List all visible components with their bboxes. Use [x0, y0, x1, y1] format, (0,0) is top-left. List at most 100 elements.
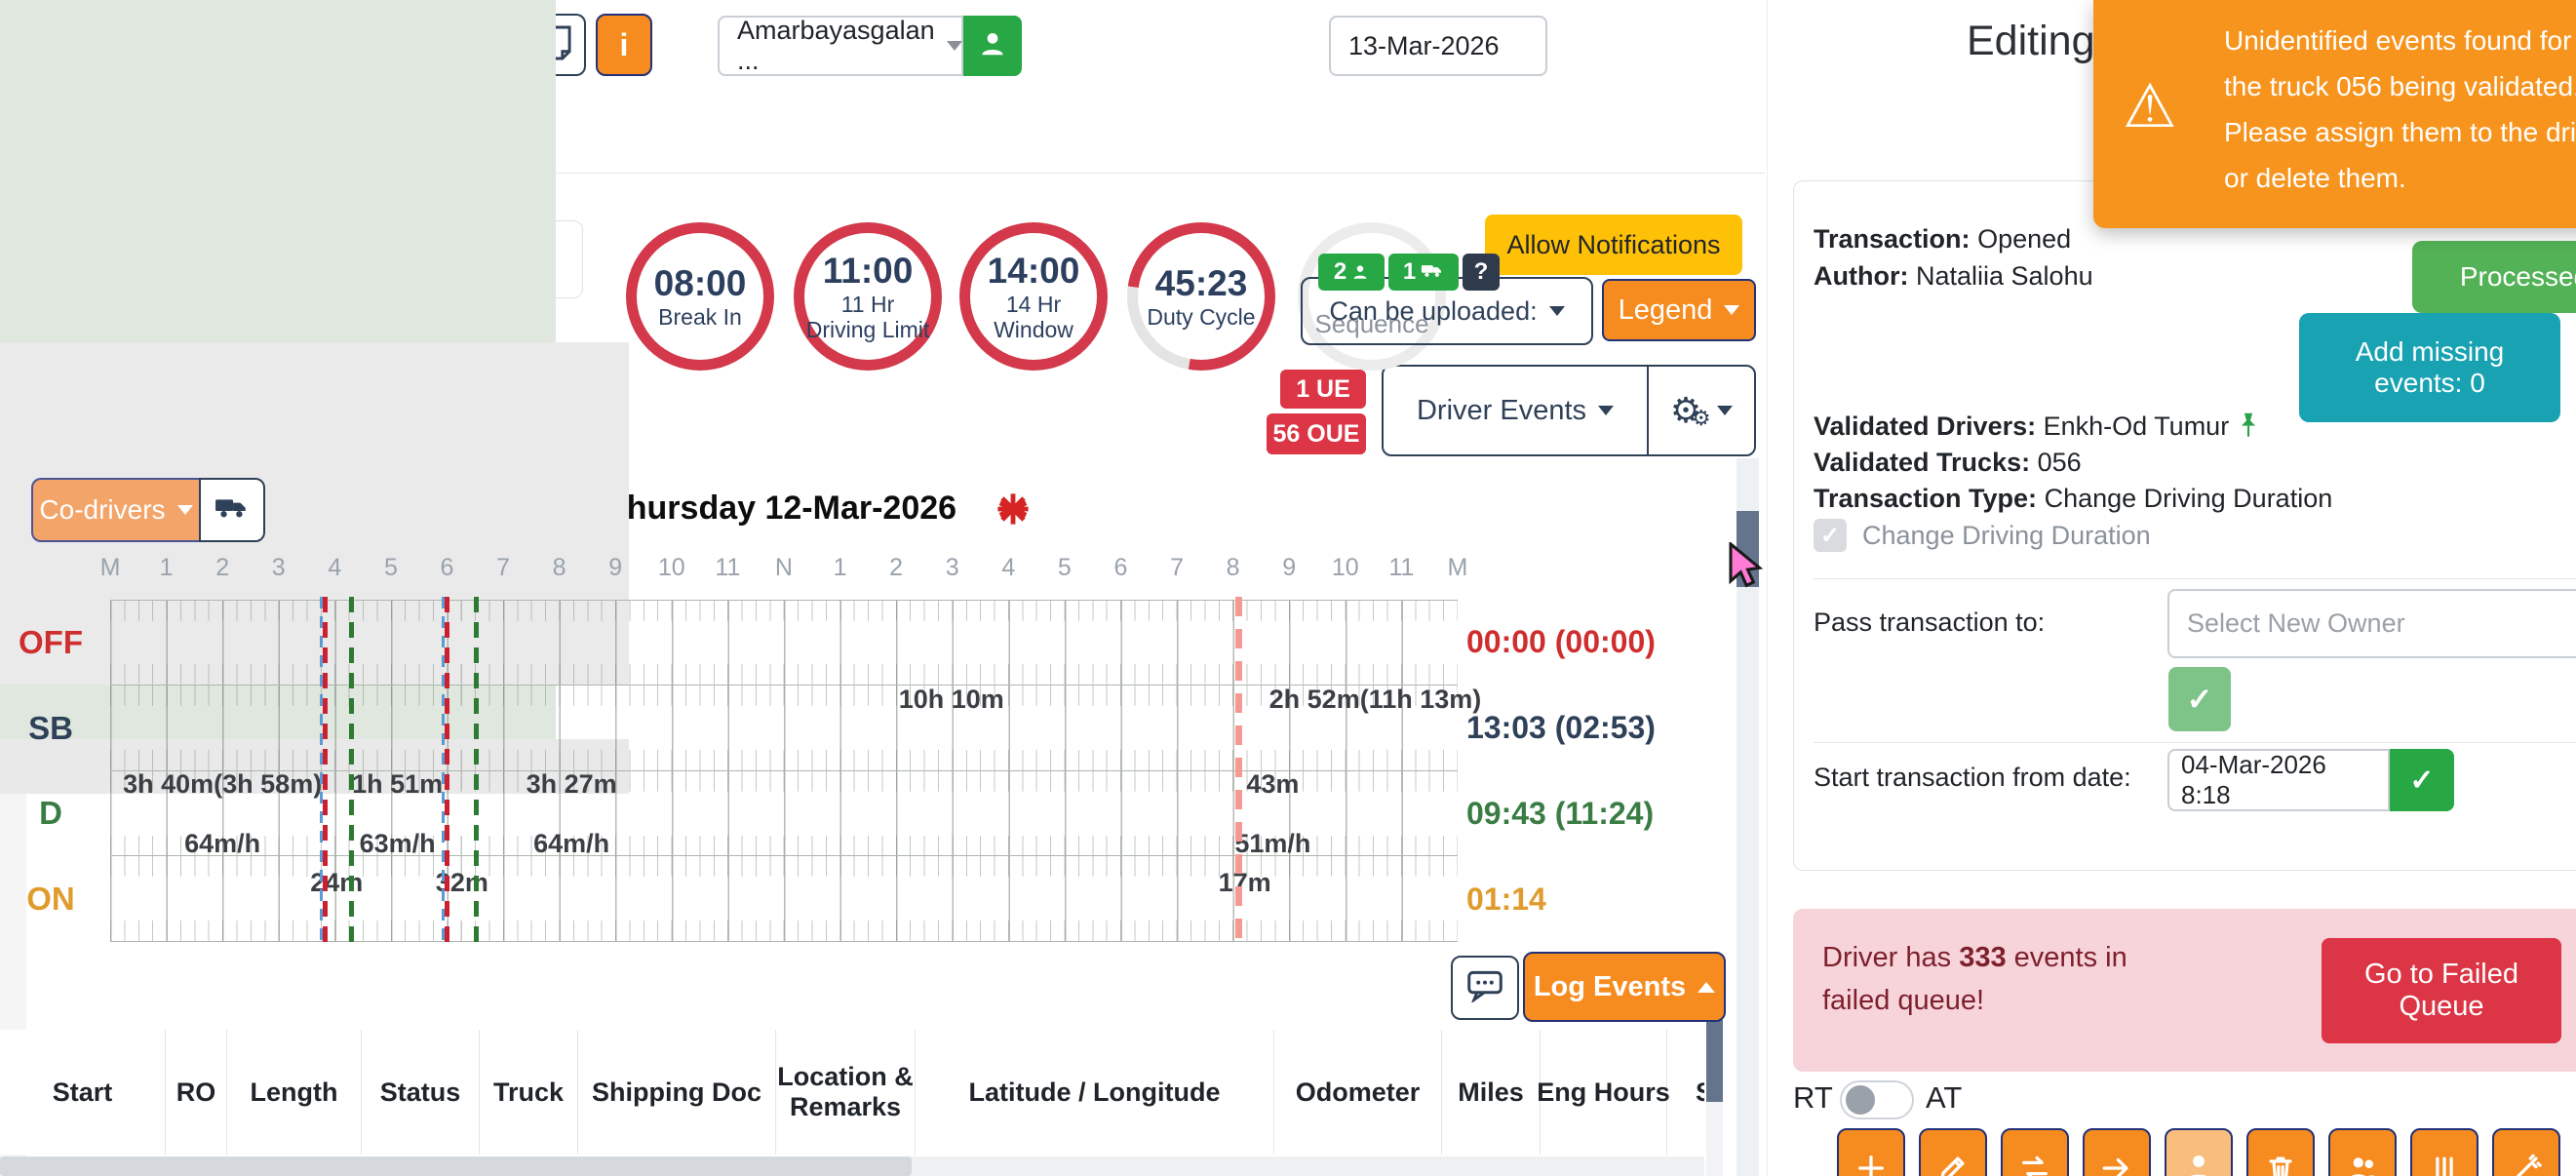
column-header-speed[interactable]: Speed [1667, 1030, 1704, 1155]
segment-duration-label: 3h 27m [526, 769, 617, 800]
add-icon [1858, 1156, 1884, 1176]
columns-button[interactable] [2410, 1128, 2478, 1176]
move-button[interactable] [2083, 1128, 2151, 1176]
axis-tick-label: 9 [1282, 554, 1297, 581]
confirm-date-button[interactable]: ✓ [2390, 749, 2454, 811]
new-owner-placeholder: Select New Owner [2187, 608, 2405, 638]
chevron-down-icon [176, 505, 193, 515]
column-header-miles[interactable]: Miles [1442, 1030, 1541, 1155]
legend-dropdown[interactable]: Legend [1602, 279, 1756, 341]
segment-speed-label: 63m/h [359, 829, 436, 859]
failed-queue-alert: Driver has 333 events in failed queue! G… [1793, 909, 2576, 1072]
transaction-type: Transaction Type: Change Driving Duratio… [1814, 484, 2332, 514]
help-badge[interactable]: ? [1463, 254, 1500, 291]
person-icon [1353, 265, 1367, 279]
can-be-uploaded-dropdown[interactable]: Can be uploaded: [1301, 277, 1593, 345]
trucks-count: 1 [1402, 258, 1417, 285]
pushpin-icon[interactable] [2237, 412, 2260, 439]
column-header-shipping-doc[interactable]: Shipping Doc [578, 1030, 776, 1155]
gauge-break-in: 08:00 Break In [626, 222, 774, 371]
table-scrollbar-thumb[interactable] [1706, 1020, 1723, 1102]
column-header-ro[interactable]: RO [166, 1030, 227, 1155]
transaction-type-value: Change Driving Duration [2044, 484, 2333, 513]
segment-duration-label: 10h 10m [898, 684, 1004, 714]
transaction-author: Author: Nataliia Salohu [1814, 261, 2093, 292]
column-header-location-remarks[interactable]: Location & Remarks [776, 1030, 916, 1155]
column-header-length[interactable]: Length [227, 1030, 362, 1155]
column-header-truck[interactable]: Truck [480, 1030, 578, 1155]
at-label: AT [1926, 1080, 1963, 1115]
card-divider-2 [1814, 742, 2576, 743]
add-missing-events-button[interactable]: Add missing events: 0 [2299, 313, 2560, 422]
chevron-down-icon [1724, 305, 1740, 315]
column-header-latitude-longitude[interactable]: Latitude / Longitude [916, 1030, 1274, 1155]
oue-badge[interactable]: 56 OUE [1267, 413, 1366, 454]
truck-assign-button[interactable] [199, 478, 265, 542]
column-header-start[interactable]: Start [0, 1030, 166, 1155]
segment-duration-label: 24m [310, 868, 364, 898]
auto-edit-button[interactable] [2492, 1128, 2560, 1176]
edit-button[interactable] [1919, 1128, 1987, 1176]
failed-suffix: events in failed queue! [1822, 942, 2127, 1016]
column-header-eng-hours[interactable]: Eng Hours [1537, 1030, 1670, 1155]
co-drivers-label: Co-drivers [39, 494, 166, 525]
gauge-value: 45:23 [1154, 263, 1248, 303]
driver-events-dropdown[interactable]: Driver Events [1384, 367, 1647, 454]
processed-button[interactable]: Processed [2412, 241, 2576, 313]
header-divider [0, 173, 1765, 174]
delete-button[interactable] [2246, 1128, 2315, 1176]
row-label-on: ON [26, 881, 75, 918]
chart-grid-row-d [110, 770, 1458, 857]
date-value: 13-Mar-2026 [1348, 30, 1500, 60]
panel-title: Editing [1967, 18, 2095, 64]
log-events-label: Log Events [1533, 970, 1687, 1002]
change-driving-duration-checkbox[interactable]: ✓ [1814, 519, 1847, 552]
gauge-duty-cycle: 45:23 Duty Cycle [1127, 222, 1275, 371]
column-header-status[interactable]: Status [362, 1030, 480, 1155]
info-button[interactable]: i [596, 14, 652, 76]
edit-icon [1940, 1156, 1965, 1176]
driver-select[interactable]: Amarbayasgalan ... [718, 16, 963, 76]
rt-at-toggle[interactable] [1840, 1080, 1914, 1119]
events-table-header: Start RO Length Status Truck Shipping Doc Loca… [0, 1030, 1704, 1155]
co-drivers-dropdown[interactable]: Co-drivers [31, 478, 199, 542]
row-label-off: OFF [19, 623, 83, 660]
column-header-odometer[interactable]: Odometer [1274, 1030, 1442, 1155]
unidentified-events-toast[interactable]: ⚠ Unidentified events found for the truck… [2093, 0, 2576, 228]
gauge-label: Sequence [1314, 309, 1429, 338]
segment-duration-label: 1h 51m [352, 769, 444, 800]
validated-trucks: Validated Trucks: 056 [1814, 448, 2082, 478]
confirm-pass-button[interactable]: ✓ [2168, 667, 2231, 731]
horizontal-scrollbar-thumb[interactable] [0, 1156, 912, 1176]
gauge-value: 08:00 [653, 263, 747, 303]
add-button[interactable] [1837, 1128, 1905, 1176]
row-total-d: 09:43 (11:24) [1466, 795, 1655, 831]
axis-tick-label: 6 [1113, 554, 1128, 581]
start-date-input[interactable]: 04-Mar-2026 8:18 [2167, 749, 2390, 811]
allow-notifications-button[interactable]: Allow Notifications [1485, 215, 1742, 275]
co-drivers-button[interactable] [2328, 1128, 2397, 1176]
chevron-down-icon [1548, 306, 1565, 316]
assign-driver-button[interactable] [2165, 1128, 2233, 1176]
axis-tick-label: 2 [215, 554, 230, 581]
comments-button[interactable] [1451, 956, 1519, 1020]
axis-tick-label: M [1447, 554, 1468, 581]
panel-scrollbar-track[interactable] [1737, 458, 1759, 1176]
trucks-count-badge[interactable]: 1 [1388, 254, 1459, 291]
driver-select-value: Amarbayasgalan ... [737, 16, 935, 75]
driver-profile-button[interactable] [963, 16, 1022, 76]
toast-line: the truck 056 being validated. [2224, 71, 2576, 101]
new-owner-select[interactable]: Select New Owner [2167, 589, 2576, 658]
swap-button[interactable] [2001, 1128, 2069, 1176]
date-input[interactable]: 13-Mar-2026 [1329, 16, 1547, 76]
axis-tick-label: 10 [1331, 554, 1359, 581]
codrivers-count-badge[interactable]: 2 [1318, 254, 1385, 291]
ue-badge[interactable]: 1 UE [1280, 370, 1366, 409]
axis-tick-label: 1 [833, 554, 847, 581]
transaction-value: Opened [1977, 224, 2072, 254]
chart-grid-row-sb [110, 685, 1458, 771]
go-to-failed-queue-button[interactable]: Go to Failed Queue [2322, 938, 2561, 1043]
gauge-label: 14 Hr Window [994, 292, 1073, 342]
log-events-button[interactable]: Log Events [1523, 952, 1726, 1022]
settings-dropdown[interactable]: ⚙ ⚙ [1647, 367, 1754, 454]
